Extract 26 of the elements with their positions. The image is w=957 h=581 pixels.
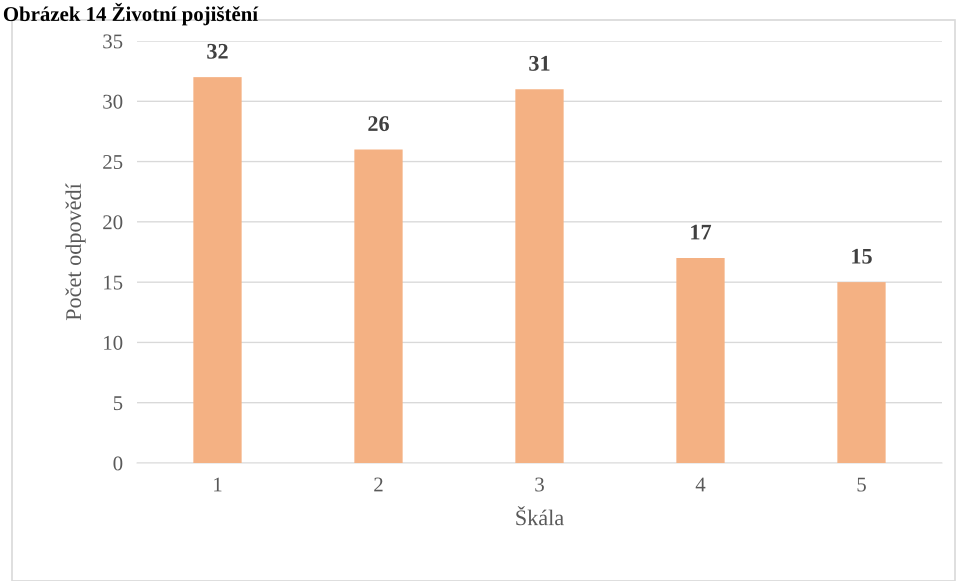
data-label: 32 — [207, 44, 228, 59]
y-tick-label: 10 — [104, 336, 122, 350]
y-tick-label: 15 — [104, 276, 122, 290]
bar — [354, 150, 403, 463]
x-tick-label: 5 — [858, 478, 866, 492]
data-label: 17 — [691, 224, 712, 240]
data-label: 15 — [852, 248, 872, 264]
x-tick-label: 2 — [374, 478, 383, 492]
bar — [515, 89, 564, 463]
data-label: 26 — [368, 116, 389, 132]
y-tick-label: 30 — [103, 94, 122, 109]
bar — [676, 258, 725, 463]
y-tick-label: 0 — [113, 456, 122, 470]
bar — [193, 77, 242, 463]
y-tick-label: 20 — [103, 215, 122, 230]
x-tick-label: 3 — [535, 478, 544, 492]
chart-title: Obrázek 14 Životní pojištění — [4, 2, 258, 26]
y-tick-label: 5 — [114, 396, 122, 410]
x-axis-title: Škála — [516, 506, 564, 526]
x-tick-label: 1 — [214, 478, 222, 492]
x-tick-label: 4 — [696, 478, 706, 492]
data-label: 31 — [529, 56, 550, 71]
bar — [837, 282, 886, 463]
y-tick-label: 35 — [103, 34, 122, 48]
y-axis-title: Počet odpovědí — [65, 183, 86, 320]
y-tick-label: 25 — [103, 155, 122, 170]
